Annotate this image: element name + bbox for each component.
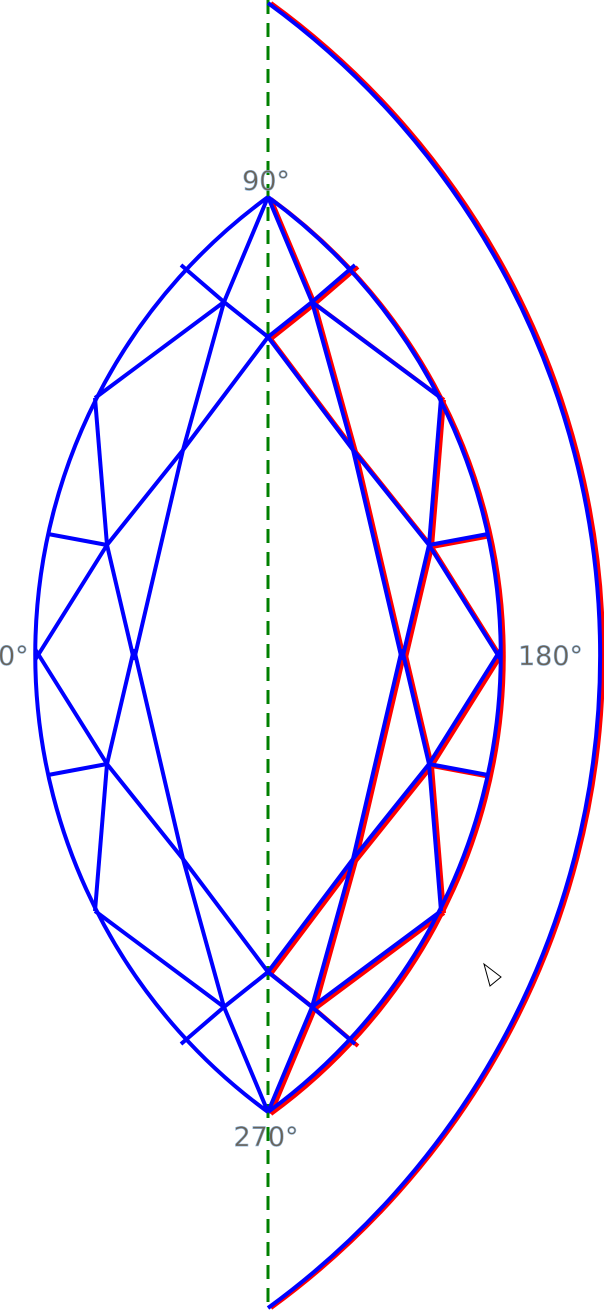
label-90: 90° xyxy=(242,166,290,197)
facet-edge xyxy=(33,647,270,974)
girdle-outline xyxy=(33,195,270,1114)
facet-edge xyxy=(105,648,136,765)
facet-edge xyxy=(266,648,404,1113)
facet-edge xyxy=(266,335,503,662)
facet-edge xyxy=(313,911,446,1011)
right-facets-red xyxy=(269,197,506,1116)
profile-arc-red xyxy=(269,1,604,1310)
facet-edge xyxy=(33,335,270,662)
facet-edge xyxy=(400,544,431,661)
facet-edge xyxy=(132,196,270,661)
facet-edge xyxy=(269,649,506,976)
facet-edge xyxy=(310,909,443,1009)
label-180: 180° xyxy=(518,641,583,672)
facet-edge xyxy=(93,763,109,912)
facet-edge xyxy=(47,532,108,547)
left-facets-blue xyxy=(33,195,270,1114)
facet-edge xyxy=(403,546,434,663)
girdle-outline xyxy=(266,195,503,1114)
facet-edge xyxy=(403,650,434,767)
facet-edge xyxy=(310,300,443,400)
facet-edge xyxy=(427,763,443,912)
pointer-arrow-icon xyxy=(483,962,502,987)
facet-edge xyxy=(93,300,226,400)
facet-edge xyxy=(431,534,492,549)
profile-arc-blue xyxy=(266,1,603,1310)
facet-edge xyxy=(427,397,443,546)
facet-edge xyxy=(266,647,503,974)
facet-edge xyxy=(105,544,136,661)
label-0: 0° xyxy=(0,641,29,672)
facet-edge xyxy=(400,648,431,765)
facet-edge xyxy=(428,532,489,547)
facet-edge xyxy=(430,399,446,548)
facet-edge xyxy=(269,650,407,1115)
facet-edge xyxy=(428,762,489,777)
girdle-outline xyxy=(269,197,506,1116)
facet-edge xyxy=(430,765,446,914)
facet-edge xyxy=(47,762,108,777)
facet-edge xyxy=(132,648,270,1113)
label-270: 270° xyxy=(233,1122,298,1153)
facet-edge xyxy=(93,909,226,1009)
right-facets-blue xyxy=(266,195,503,1114)
facet-edge xyxy=(93,397,109,546)
facet-edge xyxy=(266,196,404,661)
